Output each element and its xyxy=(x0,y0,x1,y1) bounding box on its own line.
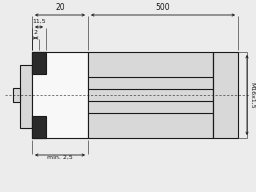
Text: 500: 500 xyxy=(156,3,170,12)
Text: min. 2,5: min. 2,5 xyxy=(47,155,73,160)
Text: 20: 20 xyxy=(55,3,65,12)
Bar xyxy=(32,52,88,138)
Text: 2: 2 xyxy=(34,30,37,35)
Bar xyxy=(13,88,20,102)
Text: 11,5: 11,5 xyxy=(32,19,46,24)
Bar xyxy=(32,52,46,74)
Bar xyxy=(32,116,46,138)
Text: M16x1,5: M16x1,5 xyxy=(250,82,255,108)
Bar xyxy=(213,52,238,138)
Bar xyxy=(32,52,46,74)
Bar xyxy=(20,65,32,128)
Bar xyxy=(88,52,213,138)
Bar xyxy=(32,116,46,138)
